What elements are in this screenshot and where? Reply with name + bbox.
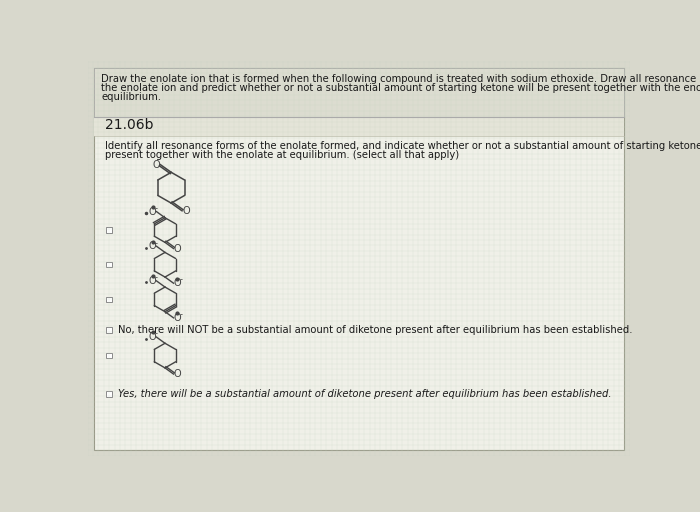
Bar xyxy=(94,117,624,136)
Text: present together with the enolate at equilibrium. (select all that apply): present together with the enolate at equ… xyxy=(104,150,458,160)
Text: O: O xyxy=(174,278,181,288)
Text: O: O xyxy=(174,369,181,379)
Text: equilibrium.: equilibrium. xyxy=(102,92,162,102)
Text: -: - xyxy=(155,204,158,213)
Bar xyxy=(106,353,112,358)
Bar xyxy=(106,296,112,302)
Text: 21.06b: 21.06b xyxy=(104,118,153,132)
Text: O: O xyxy=(182,206,190,216)
Text: O: O xyxy=(174,244,181,253)
Text: -: - xyxy=(179,275,183,285)
Text: O: O xyxy=(149,206,156,217)
Bar xyxy=(106,227,112,233)
Bar xyxy=(106,328,112,333)
Text: O: O xyxy=(174,313,181,323)
Text: No, there will NOT be a substantial amount of diketone present after equilibrium: No, there will NOT be a substantial amou… xyxy=(118,325,633,335)
Text: -: - xyxy=(155,239,158,248)
Text: O: O xyxy=(149,241,156,251)
Bar xyxy=(94,68,624,117)
Text: O: O xyxy=(153,160,160,169)
Text: the enolate ion and predict whether or not a substantial amount of starting keto: the enolate ion and predict whether or n… xyxy=(102,83,700,93)
Text: O: O xyxy=(149,276,156,286)
Text: O: O xyxy=(149,332,156,342)
Text: Identify all resonance forms of the enolate formed, and indicate whether or not : Identify all resonance forms of the enol… xyxy=(104,141,700,151)
Bar xyxy=(106,391,112,397)
Text: -: - xyxy=(179,310,183,319)
Text: -: - xyxy=(155,273,158,282)
Text: -: - xyxy=(155,330,158,338)
Text: Draw the enolate ion that is formed when the following compound is treated with : Draw the enolate ion that is formed when… xyxy=(102,74,700,84)
Bar xyxy=(106,262,112,267)
Text: Yes, there will be a substantial amount of diketone present after equilibrium ha: Yes, there will be a substantial amount … xyxy=(118,389,612,399)
